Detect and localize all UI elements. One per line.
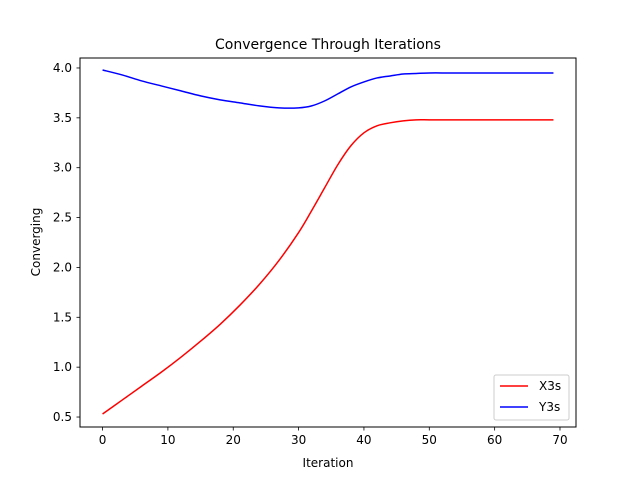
x-axis-label: Iteration (303, 456, 354, 470)
y-tick-label-0-5: 0.5 (53, 410, 72, 424)
y-tick-label-3-5: 3.5 (53, 111, 72, 125)
x-tick-label-50: 50 (422, 433, 437, 447)
x-tick-label-0: 0 (99, 433, 107, 447)
x-tick-label-30: 30 (291, 433, 306, 447)
x-tick-label-10: 10 (160, 433, 175, 447)
x-axis-ticks: 0 10 20 30 40 50 60 70 (99, 427, 568, 447)
y-axis-label: Converging (29, 208, 43, 277)
chart-title: Convergence Through Iterations (215, 37, 441, 53)
x-tick-label-70: 70 (552, 433, 567, 447)
y-axis-ticks: 0.5 1.0 1.5 2.0 2.5 3.0 3.5 4.0 (53, 61, 80, 424)
series-line-x3s (102, 119, 554, 415)
x-tick-label-60: 60 (487, 433, 502, 447)
y-tick-label-2-0: 2.0 (53, 260, 72, 274)
y-tick-label-2-5: 2.5 (53, 211, 72, 225)
x-tick-label-40: 40 (356, 433, 371, 447)
series-line-y3s (102, 69, 554, 109)
y-tick-label-1-5: 1.5 (53, 310, 72, 324)
plot-frame (79, 57, 577, 428)
x-tick-label-20: 20 (226, 433, 241, 447)
legend-label-x3s: X3s (539, 379, 561, 393)
series-layer (102, 69, 554, 415)
legend: X3s Y3s (493, 374, 570, 421)
y-tick-label-1-0: 1.0 (53, 360, 72, 374)
y-tick-label-4-0: 4.0 (53, 61, 72, 75)
legend-label-y3s: Y3s (538, 400, 560, 414)
y-tick-label-3-0: 3.0 (53, 161, 72, 175)
